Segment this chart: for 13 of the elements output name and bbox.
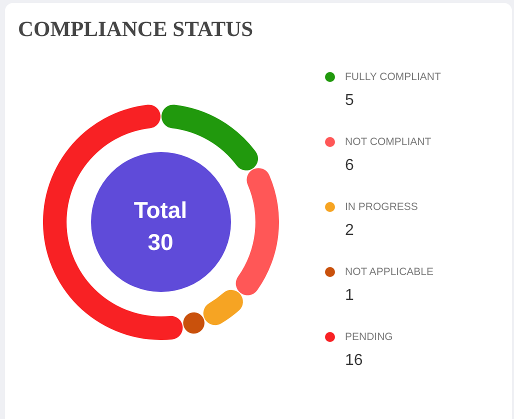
data-label: 2 bbox=[345, 222, 355, 240]
legend-label: NOT APPLICABLE bbox=[345, 266, 435, 278]
legend-label: IN PROGRESS bbox=[345, 201, 419, 213]
data-label: 5 bbox=[345, 92, 355, 110]
data-label: 1 bbox=[345, 287, 355, 304]
data-label: 16 bbox=[345, 352, 364, 370]
legend-label: PENDING bbox=[345, 331, 394, 343]
text: Total bbox=[132, 196, 188, 225]
text: 30 bbox=[146, 228, 174, 257]
legend-label: FULLY COMPLIANT bbox=[345, 71, 441, 83]
data-label: 6 bbox=[345, 157, 355, 174]
chart-title: COMPLIANCE STATUS bbox=[18, 17, 254, 41]
legend-label: NOT COMPLIANT bbox=[345, 136, 432, 148]
